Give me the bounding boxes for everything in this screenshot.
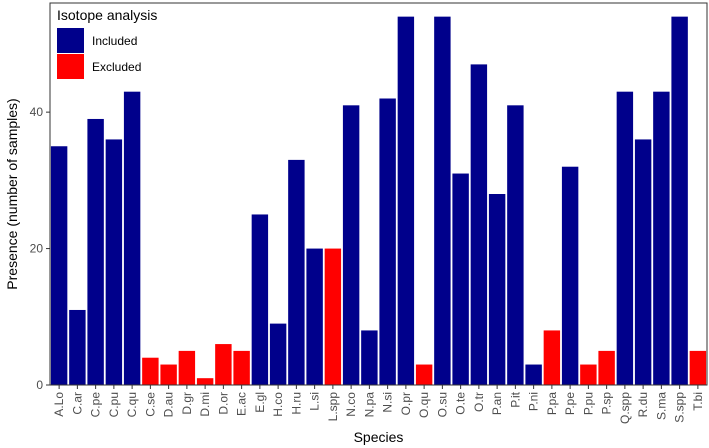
x-axis: A.Lo C.ar C.pe C.pu C.qu C.se D.au D.gr D.mi D.or… bbox=[52, 385, 705, 424]
bar-h-co bbox=[269, 323, 287, 385]
legend-swatch-excluded bbox=[57, 54, 84, 79]
bar-t-bi bbox=[689, 350, 707, 385]
x-tick-label: R.du bbox=[636, 392, 650, 417]
plot-panel-border bbox=[49, 2, 708, 386]
x-tick-label: S.spp bbox=[673, 392, 687, 423]
bar-s-ma bbox=[653, 91, 670, 386]
bar-p-ni bbox=[525, 364, 542, 385]
x-tick-label: L.spp bbox=[326, 392, 340, 422]
bar-o-su bbox=[434, 16, 451, 385]
bar-e-gl bbox=[251, 214, 269, 385]
x-tick-label: D.or bbox=[216, 392, 230, 415]
bar-o-pr bbox=[397, 16, 415, 385]
bar-q-spp bbox=[616, 91, 634, 386]
x-tick-label: P.pa bbox=[545, 392, 559, 415]
bar-n-co bbox=[342, 105, 360, 385]
bar-c-pu bbox=[105, 139, 123, 385]
bar-c-qu bbox=[123, 91, 141, 386]
x-tick-label: O.tr bbox=[472, 392, 486, 412]
bars-layer bbox=[50, 16, 707, 386]
bar-l-spp bbox=[324, 248, 342, 385]
x-tick-label: O.te bbox=[454, 392, 468, 415]
x-tick-label: N.si bbox=[381, 392, 395, 413]
x-tick-label: P.an bbox=[490, 392, 504, 415]
x-tick-label: C.pu bbox=[107, 392, 121, 417]
bar-n-si bbox=[379, 98, 396, 385]
bar-h-ru bbox=[288, 159, 305, 385]
bar-c-pe bbox=[87, 118, 104, 386]
x-tick-label: O.qu bbox=[417, 392, 431, 418]
bar-p-an bbox=[488, 194, 506, 385]
x-tick-label: O.su bbox=[435, 392, 449, 417]
x-tick-label: H.co bbox=[271, 392, 285, 417]
bar-d-mi bbox=[196, 378, 214, 385]
x-tick-label: D.au bbox=[162, 392, 176, 417]
bar-d-gr bbox=[178, 350, 196, 385]
legend: Isotope analysis Included Excluded bbox=[57, 7, 157, 79]
bar-c-ar bbox=[69, 309, 86, 385]
x-tick-label: P.pu bbox=[581, 392, 595, 415]
bar-r-du bbox=[634, 139, 652, 385]
bar-s-spp bbox=[671, 16, 688, 385]
x-tick-label: H.ru bbox=[289, 392, 303, 415]
x-tick-label: T.bi bbox=[691, 392, 705, 411]
x-tick-label: E.gl bbox=[253, 392, 267, 413]
x-tick-label: N.pa bbox=[362, 392, 376, 418]
x-tick-label: D.mi bbox=[198, 392, 212, 417]
bar-o-qu bbox=[415, 364, 433, 385]
bar-p-sp bbox=[598, 350, 615, 385]
y-tick-label: 0 bbox=[36, 378, 43, 392]
y-axis: 0 20 40 bbox=[30, 105, 50, 392]
x-tick-label: D.gr bbox=[180, 392, 194, 415]
bar-o-te bbox=[452, 173, 469, 385]
x-tick-label: A.Lo bbox=[52, 392, 66, 417]
x-tick-label: C.ar bbox=[70, 392, 84, 415]
x-tick-label: Q.spp bbox=[618, 392, 632, 424]
bar-e-ac bbox=[233, 350, 250, 385]
x-tick-label: P.sp bbox=[600, 392, 614, 415]
bar-c-se bbox=[142, 357, 159, 385]
x-tick-label: E.ac bbox=[235, 392, 249, 416]
bar-n-pa bbox=[361, 330, 378, 385]
legend-swatch-included bbox=[57, 28, 84, 53]
bar-a-lo bbox=[50, 146, 68, 385]
bar-p-it bbox=[507, 105, 524, 385]
x-tick-label: N.co bbox=[344, 392, 358, 417]
legend-title: Isotope analysis bbox=[57, 7, 157, 23]
bar-d-or bbox=[215, 344, 232, 385]
y-tick-label: 40 bbox=[30, 105, 44, 119]
bar-l-si bbox=[306, 248, 323, 385]
x-tick-label: O.pr bbox=[399, 392, 413, 415]
x-tick-label: C.se bbox=[143, 392, 157, 417]
y-axis-title: Presence (number of samples) bbox=[4, 98, 20, 289]
y-tick-label: 20 bbox=[30, 242, 44, 256]
x-tick-label: S.ma bbox=[654, 392, 668, 420]
x-tick-label: P.ni bbox=[527, 392, 541, 411]
bar-d-au bbox=[160, 364, 177, 385]
x-tick-label: P.it bbox=[508, 391, 522, 407]
x-axis-title: Species bbox=[354, 429, 404, 445]
x-tick-label: P.pe bbox=[563, 392, 577, 415]
bar-p-pa bbox=[543, 330, 561, 385]
bar-p-pe bbox=[561, 166, 579, 385]
x-tick-label: L.si bbox=[308, 392, 322, 411]
x-tick-label: C.pe bbox=[89, 392, 103, 418]
legend-label-excluded: Excluded bbox=[92, 60, 141, 74]
x-tick-label: C.qu bbox=[125, 392, 139, 417]
legend-label-included: Included bbox=[92, 34, 137, 48]
bar-o-tr bbox=[470, 64, 488, 385]
bar-p-pu bbox=[580, 364, 597, 385]
